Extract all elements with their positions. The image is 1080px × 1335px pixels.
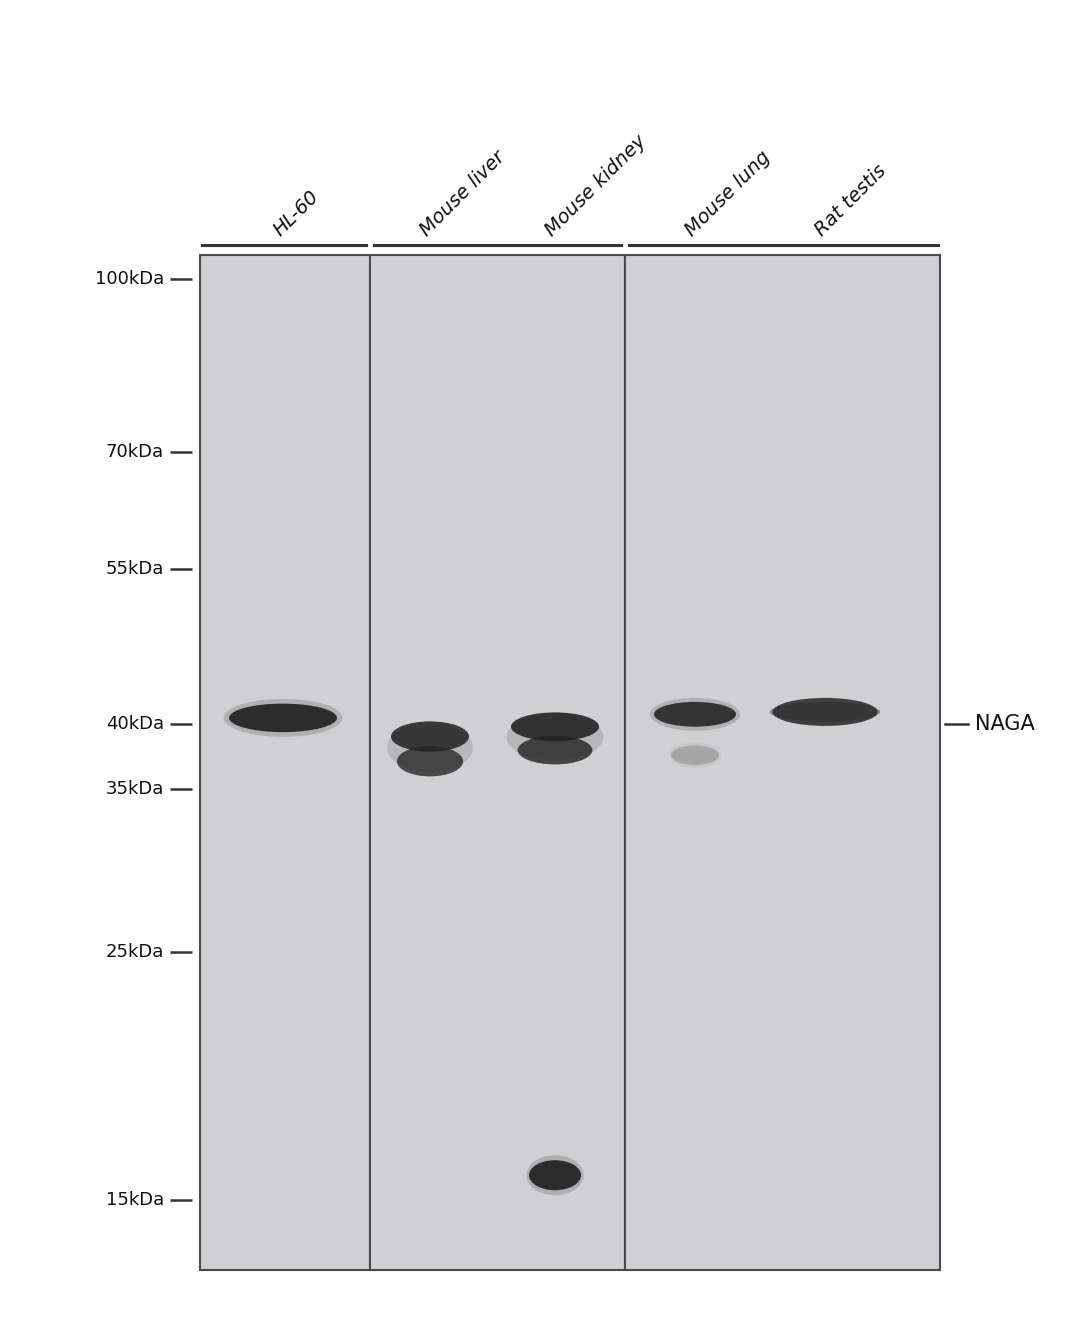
Ellipse shape xyxy=(671,745,719,765)
Text: 35kDa: 35kDa xyxy=(106,780,164,798)
Ellipse shape xyxy=(770,702,880,722)
Text: HL-60: HL-60 xyxy=(270,187,323,240)
Ellipse shape xyxy=(654,702,735,726)
Ellipse shape xyxy=(772,698,877,726)
Text: 100kDa: 100kDa xyxy=(95,270,164,288)
Ellipse shape xyxy=(650,698,740,730)
Ellipse shape xyxy=(669,742,721,768)
Ellipse shape xyxy=(387,722,473,772)
Ellipse shape xyxy=(507,714,604,761)
Ellipse shape xyxy=(517,736,593,765)
Text: Rat testis: Rat testis xyxy=(811,162,890,240)
Text: 15kDa: 15kDa xyxy=(106,1191,164,1210)
Text: Mouse lung: Mouse lung xyxy=(681,147,774,240)
Bar xyxy=(370,255,625,1270)
Ellipse shape xyxy=(229,704,337,732)
Text: 55kDa: 55kDa xyxy=(106,561,164,578)
Ellipse shape xyxy=(529,1160,581,1191)
Text: NAGA: NAGA xyxy=(975,714,1035,734)
Text: 40kDa: 40kDa xyxy=(106,716,164,733)
Ellipse shape xyxy=(511,713,599,741)
Text: 70kDa: 70kDa xyxy=(106,443,164,461)
Ellipse shape xyxy=(391,721,469,752)
Bar xyxy=(625,255,940,1270)
Text: Mouse liver: Mouse liver xyxy=(417,148,509,240)
Text: 25kDa: 25kDa xyxy=(106,944,164,961)
Bar xyxy=(200,255,370,1270)
Ellipse shape xyxy=(224,700,342,737)
Ellipse shape xyxy=(526,1155,583,1195)
Ellipse shape xyxy=(396,746,463,777)
Text: Mouse kidney: Mouse kidney xyxy=(541,132,650,240)
